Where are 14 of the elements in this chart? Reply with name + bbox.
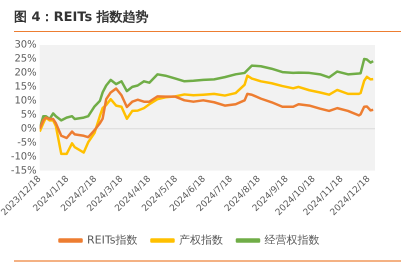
legend-label: REITs指数	[87, 233, 138, 246]
y-tick-label: -10%	[10, 151, 37, 162]
y-tick-label: 5%	[20, 109, 37, 120]
legend-label: 产权指数	[178, 233, 223, 246]
y-tick-label: 10%	[14, 95, 37, 106]
y-tick-label: 20%	[14, 68, 37, 79]
y-tick-label: 15%	[14, 81, 37, 92]
y-tick-label: 0%	[20, 123, 37, 134]
y-tick-label: 25%	[14, 54, 37, 65]
y-tick-label: -5%	[17, 137, 37, 148]
chart-title: 图 4：REITs 指数趋势	[14, 9, 149, 26]
y-tick-label: 30%	[14, 40, 37, 51]
legend-label: 经营权指数	[264, 233, 320, 246]
y-tick-label: -15%	[10, 165, 37, 176]
